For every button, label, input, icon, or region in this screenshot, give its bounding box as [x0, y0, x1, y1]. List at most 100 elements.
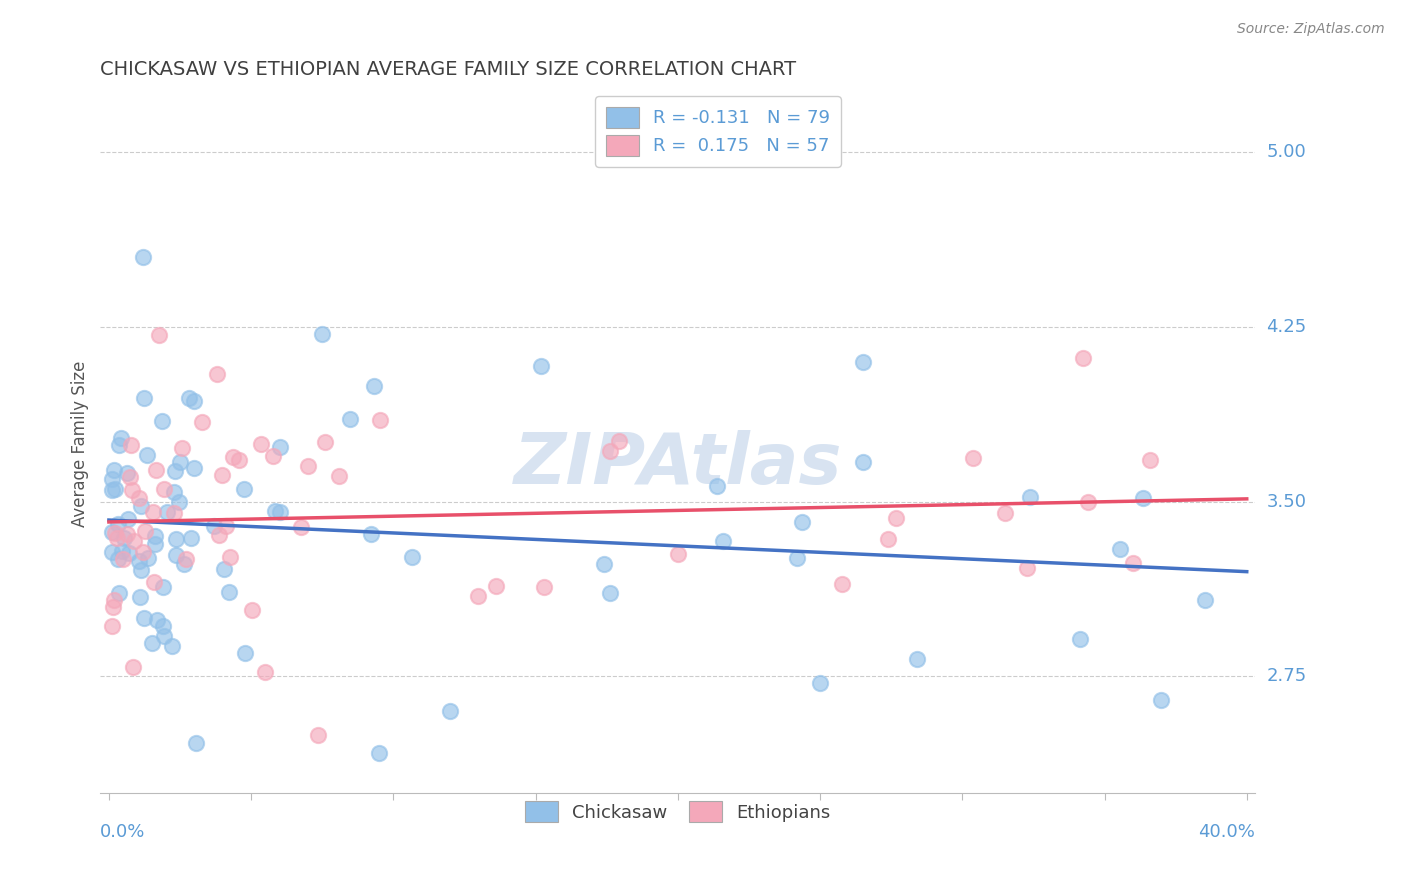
Point — [103, 463, 125, 477]
Point — [994, 506, 1017, 520]
Point — [104, 526, 127, 541]
Point — [132, 391, 155, 405]
Point — [160, 639, 183, 653]
Point — [134, 524, 156, 539]
Point — [150, 414, 173, 428]
Point — [122, 660, 145, 674]
Point — [599, 444, 621, 458]
Point — [1150, 692, 1173, 706]
Point — [786, 551, 808, 566]
Point — [1108, 542, 1130, 557]
Text: 3.50: 3.50 — [1267, 492, 1306, 510]
Point — [297, 458, 319, 473]
Point — [211, 468, 233, 483]
Text: 5.00: 5.00 — [1267, 144, 1306, 161]
Point — [165, 533, 187, 547]
Point — [183, 393, 205, 408]
Point — [141, 636, 163, 650]
Point — [592, 558, 614, 572]
Point — [101, 600, 124, 615]
Point — [233, 646, 256, 660]
Point — [105, 531, 128, 545]
Point — [112, 531, 135, 545]
Point — [156, 505, 179, 519]
Point — [180, 531, 202, 545]
Point — [484, 579, 506, 593]
Point — [169, 494, 191, 508]
Point — [128, 491, 150, 505]
Point — [183, 461, 205, 475]
Point — [831, 577, 853, 591]
Point — [142, 575, 165, 590]
Point — [129, 591, 152, 605]
Point — [111, 552, 134, 566]
Point — [121, 483, 143, 497]
Point — [100, 618, 122, 632]
Point — [173, 558, 195, 572]
Point — [174, 552, 197, 566]
Point — [222, 450, 245, 464]
Point — [250, 436, 273, 450]
Point — [177, 391, 200, 405]
Point — [136, 448, 159, 462]
Point — [706, 479, 728, 493]
Point — [1017, 561, 1039, 575]
Point — [143, 537, 166, 551]
Point — [311, 326, 333, 341]
Point — [368, 413, 391, 427]
Point — [132, 545, 155, 559]
Point — [240, 603, 263, 617]
Point — [219, 549, 242, 564]
Point — [328, 469, 350, 483]
Point — [905, 652, 928, 666]
Point — [530, 359, 553, 373]
Point — [1077, 495, 1099, 509]
Point — [145, 463, 167, 477]
Point — [132, 250, 155, 264]
Point — [884, 511, 907, 525]
Point — [163, 464, 186, 478]
Point — [214, 562, 236, 576]
Point — [1194, 593, 1216, 607]
Point — [852, 355, 875, 369]
Point — [152, 618, 174, 632]
Point — [162, 506, 184, 520]
Point — [962, 450, 984, 465]
Point — [1139, 453, 1161, 467]
Point — [363, 379, 385, 393]
Point — [148, 328, 170, 343]
Point — [100, 472, 122, 486]
Point — [307, 728, 329, 742]
Point — [107, 517, 129, 532]
Point — [186, 736, 208, 750]
Point — [134, 611, 156, 625]
Point — [607, 434, 630, 449]
Point — [269, 505, 291, 519]
Point — [208, 528, 231, 542]
Point — [142, 505, 165, 519]
Point — [118, 546, 141, 560]
Point — [108, 437, 131, 451]
Point — [115, 526, 138, 541]
Point — [152, 629, 174, 643]
Point — [169, 455, 191, 469]
Point — [103, 593, 125, 607]
Point — [852, 455, 875, 469]
Point — [1069, 632, 1091, 647]
Point — [118, 470, 141, 484]
Text: 40.0%: 40.0% — [1198, 823, 1256, 841]
Point — [877, 533, 900, 547]
Point — [790, 515, 813, 529]
Point — [467, 590, 489, 604]
Point — [808, 676, 831, 690]
Point — [215, 519, 238, 533]
Point — [100, 545, 122, 559]
Point — [107, 552, 129, 566]
Point — [269, 440, 291, 454]
Point — [143, 529, 166, 543]
Point — [152, 580, 174, 594]
Point — [110, 544, 132, 558]
Text: Source: ZipAtlas.com: Source: ZipAtlas.com — [1237, 22, 1385, 37]
Point — [170, 441, 193, 455]
Point — [599, 586, 621, 600]
